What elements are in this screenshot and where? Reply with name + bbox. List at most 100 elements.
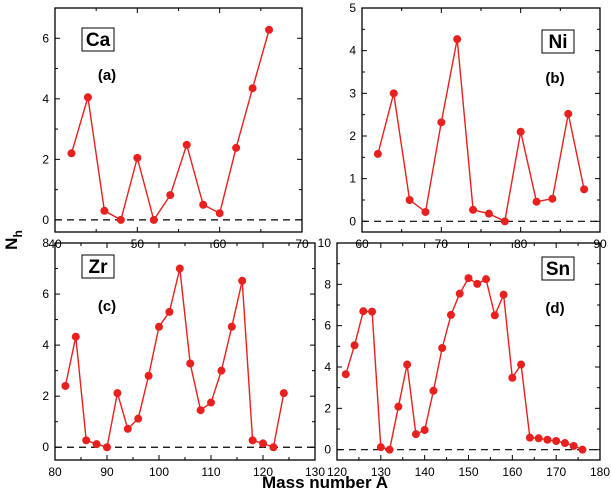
y-tick-label: 3 bbox=[349, 86, 356, 100]
x-tick-label: 60 bbox=[355, 237, 369, 251]
data-point bbox=[279, 389, 288, 398]
x-tick-label: 70 bbox=[295, 237, 309, 251]
data-point bbox=[446, 310, 455, 319]
data-point bbox=[508, 373, 517, 382]
y-axis-title-sub: h bbox=[11, 230, 25, 237]
data-point bbox=[473, 279, 482, 288]
data-point bbox=[215, 209, 224, 218]
data-point bbox=[248, 84, 257, 93]
y-tick-label: 2 bbox=[42, 152, 49, 166]
data-point bbox=[217, 366, 226, 375]
x-tick-label: 80 bbox=[514, 237, 528, 251]
data-point bbox=[269, 443, 278, 452]
data-point bbox=[166, 191, 175, 200]
data-point bbox=[113, 389, 122, 398]
data-point bbox=[376, 443, 385, 452]
y-tick-label: 2 bbox=[42, 389, 49, 403]
data-point bbox=[71, 332, 80, 341]
data-point bbox=[133, 153, 142, 162]
data-point bbox=[259, 439, 267, 448]
data-point bbox=[92, 440, 101, 449]
data-point bbox=[248, 436, 257, 445]
data-point bbox=[134, 414, 143, 423]
y-tick-label: 0 bbox=[42, 440, 49, 454]
data-point bbox=[182, 140, 191, 149]
panel-tag: (b) bbox=[545, 70, 564, 87]
data-point bbox=[196, 406, 205, 415]
y-tick-label: 6 bbox=[42, 287, 49, 301]
data-point bbox=[464, 274, 473, 283]
x-axis-title: Mass number A bbox=[262, 473, 388, 492]
data-point bbox=[411, 430, 420, 439]
data-point bbox=[516, 127, 525, 136]
svg-text:Nh: Nh bbox=[2, 230, 25, 250]
chart-panel-zr: 80 90 100 110 120 130 0 2 4 6 8 Zr (c) bbox=[42, 236, 325, 479]
element-label: Ca bbox=[86, 30, 111, 51]
y-axis-title-main: N bbox=[2, 238, 21, 250]
y-tick-label: 4 bbox=[42, 92, 49, 106]
data-point bbox=[484, 209, 493, 218]
data-point bbox=[543, 435, 552, 444]
data-point bbox=[116, 215, 125, 224]
x-tick-label: 140 bbox=[415, 465, 435, 479]
x-tick-label: 80 bbox=[48, 465, 62, 479]
element-label-box bbox=[81, 254, 115, 279]
element-label: Sn bbox=[546, 259, 570, 280]
data-point bbox=[499, 290, 508, 299]
y-tick-label: 5 bbox=[349, 1, 356, 15]
data-point bbox=[429, 386, 438, 395]
data-point bbox=[453, 35, 462, 44]
data-point bbox=[373, 149, 382, 158]
data-point bbox=[103, 443, 111, 452]
chart-panel-sn: 120 130 140 150 160 170 180 0 2 4 6 8 10 Sn (d) bbox=[318, 236, 611, 479]
data-point bbox=[403, 360, 412, 369]
y-tick-label: 4 bbox=[42, 338, 49, 352]
data-point bbox=[199, 200, 208, 209]
series-line bbox=[64, 268, 285, 449]
data-point bbox=[560, 439, 569, 448]
data-point bbox=[341, 370, 350, 379]
element-label: Ni bbox=[549, 32, 568, 53]
data-point bbox=[455, 289, 464, 298]
data-point bbox=[385, 445, 394, 454]
y-tick-label: 0 bbox=[349, 214, 356, 228]
x-tick-label: 180 bbox=[590, 465, 610, 479]
data-point bbox=[421, 207, 430, 216]
y-axis-title: Nh bbox=[2, 230, 25, 250]
panel-tag: (d) bbox=[545, 300, 564, 317]
x-tick-label: 50 bbox=[131, 237, 145, 251]
data-point bbox=[500, 217, 509, 226]
y-tick-label: 0 bbox=[324, 443, 331, 457]
data-point bbox=[389, 89, 398, 98]
data-point bbox=[532, 197, 541, 206]
y-tick-label: 4 bbox=[349, 44, 356, 58]
x-tick-label: 110 bbox=[201, 465, 220, 479]
x-tick-label: 170 bbox=[546, 465, 566, 479]
data-point bbox=[420, 426, 429, 435]
data-point bbox=[525, 433, 534, 442]
data-point bbox=[368, 307, 377, 316]
y-tick-label: 1 bbox=[349, 172, 356, 186]
data-point bbox=[405, 196, 414, 204]
data-point bbox=[232, 143, 241, 152]
data-point bbox=[155, 322, 163, 331]
series-line bbox=[345, 277, 583, 451]
series-line bbox=[377, 38, 585, 223]
data-point bbox=[469, 205, 478, 214]
data-point bbox=[534, 434, 543, 443]
data-point bbox=[207, 398, 215, 407]
data-point bbox=[165, 307, 174, 316]
x-tick-label: 150 bbox=[458, 465, 478, 479]
x-tick-label: 160 bbox=[502, 465, 522, 479]
panel-tag: (a) bbox=[98, 67, 116, 84]
data-point bbox=[144, 371, 153, 380]
panel-tag: (c) bbox=[98, 298, 116, 315]
y-tick-label: 6 bbox=[324, 319, 331, 333]
x-tick-label: 120 bbox=[253, 465, 273, 479]
data-point bbox=[490, 311, 499, 320]
y-tick-label: 8 bbox=[42, 236, 49, 250]
element-label-box bbox=[541, 256, 575, 281]
